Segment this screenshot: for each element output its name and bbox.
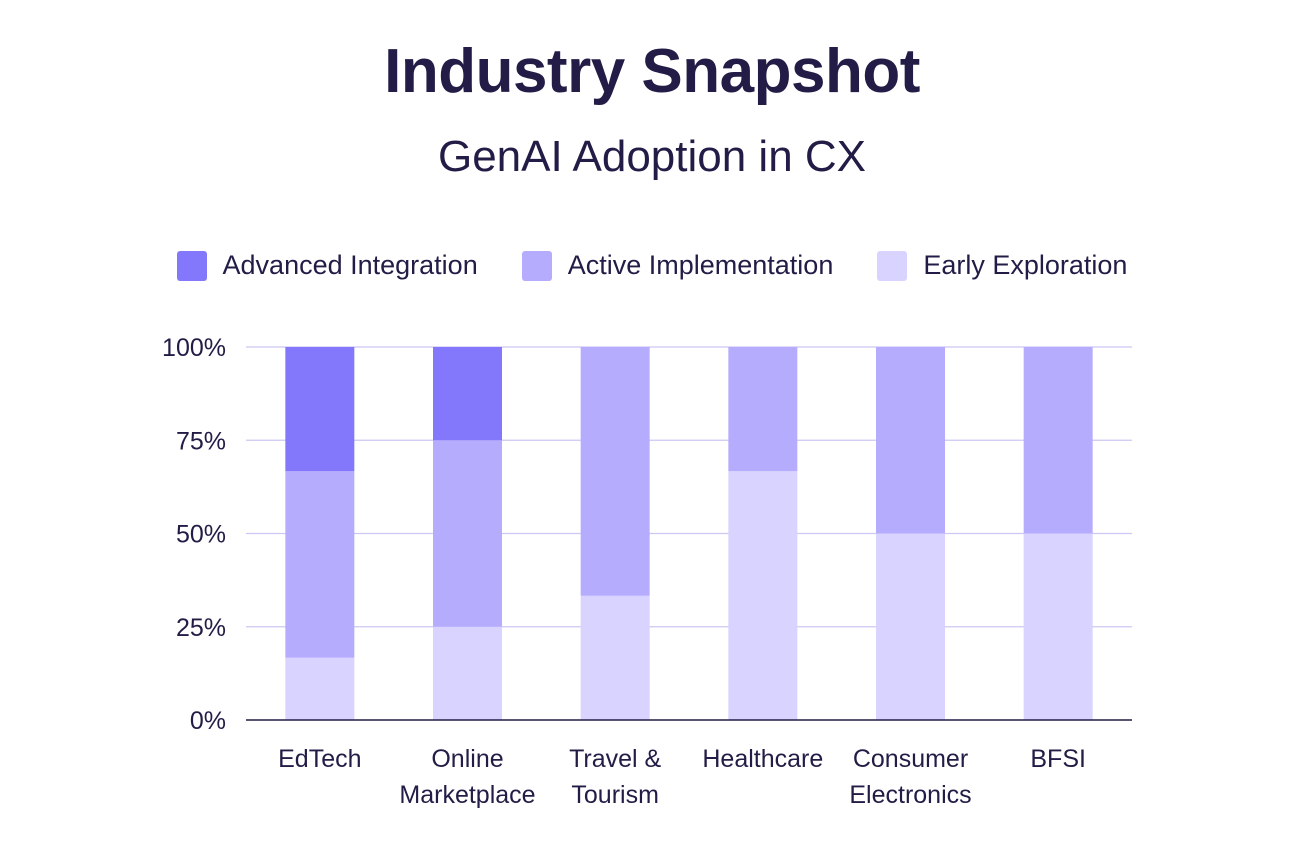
y-tick-label: 75% (176, 427, 226, 455)
legend-label: Active Implementation (567, 250, 834, 280)
bar-segment (285, 471, 355, 658)
chart-subtitle: GenAI Adoption in CX (437, 132, 867, 181)
y-tick-label: 0% (190, 707, 226, 735)
bar-segment (876, 347, 945, 534)
legend-item: Active Implementation (521, 250, 834, 281)
chart-title: Industry Snapshot (384, 37, 920, 106)
gridlines (246, 346, 1132, 628)
x-tick-label: EdTech (278, 745, 361, 773)
bars (285, 347, 1093, 720)
bar-segment (580, 347, 650, 596)
x-tick-label: Electronics (849, 781, 971, 809)
bar-segment (1023, 347, 1093, 534)
bar-segment (1023, 533, 1093, 720)
x-tick-label: Healthcare (702, 745, 823, 773)
bar-segment (580, 595, 650, 720)
bar-segment (433, 440, 502, 627)
legend-item: Advanced Integration (176, 250, 478, 281)
bar-segment (285, 347, 355, 472)
legend-swatch (521, 250, 552, 281)
legend-label: Early Exploration (923, 250, 1128, 280)
y-tick-label: 50% (176, 521, 226, 549)
x-tick-label: Marketplace (399, 781, 535, 809)
bar-segment (285, 657, 355, 720)
legend-item: Early Exploration (877, 250, 1127, 281)
x-tick-label: Tourism (571, 781, 659, 809)
legend-swatch (877, 250, 908, 281)
x-tick-label: Online (431, 745, 503, 773)
legend-swatch (176, 250, 207, 281)
legend-label: Advanced Integration (222, 250, 478, 280)
x-tick-label: Travel & (569, 745, 661, 773)
bar-segment (876, 533, 945, 720)
legend: Advanced Integration Active Implementatio… (0, 250, 1304, 281)
y-tick-label: 100% (162, 334, 226, 362)
x-tick-label: BFSI (1030, 745, 1086, 773)
bar-segment (433, 347, 502, 441)
y-tick-label: 25% (176, 614, 226, 642)
x-tick-label: Consumer (853, 745, 968, 773)
axes: 0% 25% 50% 75% 100% EdTech Online Marketplace Tr… (162, 334, 1132, 809)
bar-segment (728, 471, 798, 720)
bar-segment (728, 347, 798, 472)
bar-segment (433, 626, 502, 720)
